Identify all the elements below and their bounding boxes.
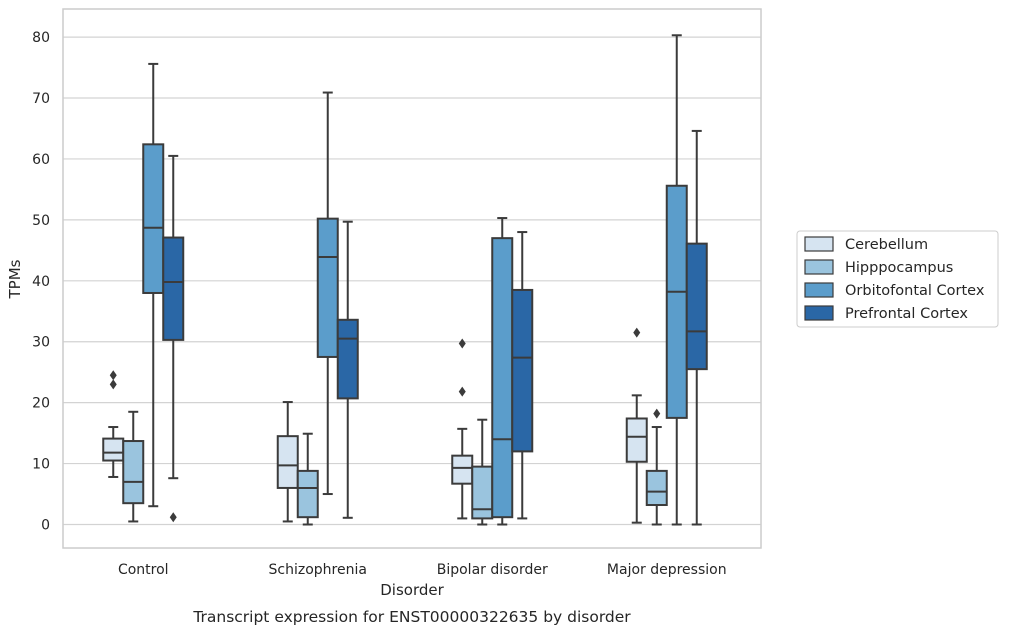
legend: Cerebellum Hipppocampus Orbitofontal Corte… — [796, 230, 999, 328]
box — [316, 217, 339, 358]
box-group — [645, 408, 668, 526]
box-group — [296, 432, 319, 526]
outlier-marker — [169, 512, 177, 523]
box-group — [336, 220, 359, 519]
legend-frame — [796, 230, 999, 328]
y-axis-label: TPMs — [6, 259, 24, 299]
box-group — [102, 370, 125, 478]
box-group — [451, 338, 474, 520]
box — [665, 184, 688, 419]
box — [102, 437, 125, 462]
box — [162, 236, 185, 341]
y-tick-label: 10 — [32, 457, 50, 473]
x-tick-label: Major depression — [607, 562, 727, 578]
legend-label: Orbitofontal Cortex — [845, 283, 985, 299]
y-axis-ticks: 0 10 20 30 40 50 60 70 80 — [32, 30, 50, 533]
legend-label: Cerebellum — [845, 237, 928, 253]
box-group — [142, 62, 165, 508]
legend-swatch — [804, 236, 834, 252]
box-group — [665, 34, 688, 526]
y-tick-label: 60 — [32, 152, 50, 168]
x-axis-ticks: Control Schizophrenia Bipolar disorder Majo… — [118, 562, 727, 578]
box — [645, 469, 668, 507]
box-plot-series — [102, 34, 708, 526]
box — [511, 288, 534, 453]
legend-label: Hipppocampus — [845, 260, 953, 276]
legend-swatch — [804, 305, 834, 321]
y-tick-label: 20 — [32, 396, 50, 412]
outlier-marker — [633, 327, 641, 338]
plot-frame — [62, 8, 762, 549]
outlier-marker — [653, 408, 661, 419]
box-group — [491, 217, 514, 526]
y-tick-label: 50 — [32, 213, 50, 229]
box — [122, 440, 145, 505]
box — [296, 469, 319, 519]
legend-swatch — [804, 282, 834, 298]
box-group — [471, 418, 494, 526]
legend-swatch — [804, 259, 834, 275]
box — [142, 143, 165, 294]
box-group — [685, 129, 708, 526]
box-group — [316, 91, 339, 496]
y-tick-label: 0 — [41, 518, 50, 534]
box-group — [276, 401, 299, 523]
x-tick-label: Bipolar disorder — [437, 562, 548, 578]
box-group — [162, 154, 185, 523]
x-axis-label: Disorder — [380, 581, 444, 599]
x-tick-label: Schizophrenia — [269, 562, 367, 578]
box-group — [122, 410, 145, 523]
box — [491, 237, 514, 519]
box — [685, 242, 708, 371]
legend-label: Prefrontal Cortex — [845, 306, 968, 322]
box — [451, 454, 474, 485]
box — [336, 318, 359, 400]
outlier-marker — [458, 338, 466, 349]
box — [625, 417, 648, 463]
box-group — [511, 231, 534, 520]
outlier-marker — [109, 370, 117, 381]
chart-caption: Transcript expression for ENST0000032263… — [192, 608, 631, 626]
y-tick-label: 40 — [32, 274, 50, 290]
outlier-marker — [458, 386, 466, 397]
y-tick-label: 70 — [32, 91, 50, 107]
legend-items: Cerebellum Hipppocampus Orbitofontal Corte… — [804, 236, 985, 322]
box-group — [625, 327, 648, 524]
box — [471, 465, 494, 520]
y-tick-label: 80 — [32, 30, 50, 46]
box — [276, 435, 299, 489]
y-tick-label: 30 — [32, 335, 50, 351]
outlier-marker — [109, 379, 117, 390]
x-tick-label: Control — [118, 562, 169, 578]
